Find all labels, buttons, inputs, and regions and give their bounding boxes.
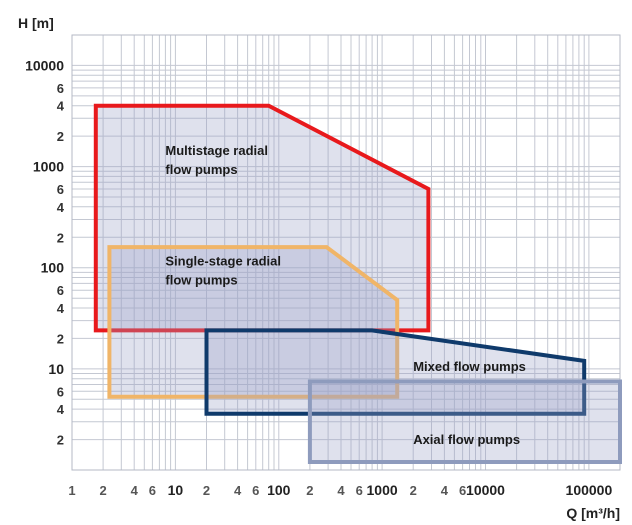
y-tick-label: 4: [57, 200, 65, 215]
y-tick-label: 4: [57, 402, 65, 417]
y-tick-label: 1000: [33, 159, 64, 175]
y-tick-label: 2: [57, 129, 64, 144]
region-single-stage-radial-flow-pumps: [107, 245, 400, 399]
x-tick-label: 1000: [367, 482, 398, 498]
x-tick-label: 4: [234, 483, 242, 498]
y-axis-label: H [m]: [18, 15, 54, 31]
x-tick-label: 2: [99, 483, 106, 498]
x-tick-label: 6: [149, 483, 156, 498]
x-tick-label: 6: [459, 483, 466, 498]
region-label-axial-flow-pumps: Axial flow pumps: [413, 432, 520, 447]
region-mixed-flow-pumps: [204, 328, 587, 416]
y-tick-label: 6: [57, 384, 64, 399]
y-tick-label: 10: [48, 361, 64, 377]
region-label-single-stage-radial-flow-pumps: flow pumps: [165, 273, 237, 288]
y-tick-label: 2: [57, 230, 64, 245]
y-tick-label: 4: [57, 99, 65, 114]
x-tick-label: 4: [131, 483, 139, 498]
y-tick-label: 6: [57, 182, 64, 197]
region-multistage-radial-flow-pumps: [93, 103, 431, 333]
region-label-single-stage-radial-flow-pumps: Single-stage radial: [165, 254, 281, 269]
y-tick-label: 2: [57, 433, 64, 448]
x-tick-label: 10000: [466, 482, 505, 498]
plot-frame: [71, 34, 621, 471]
x-tick-label: 1: [68, 483, 75, 498]
pump-regions: Multistage radial flow pumps Single-stage …: [93, 103, 622, 464]
region-label-multistage-radial-flow-pumps: Multistage radial: [165, 143, 268, 158]
x-tick-label: 4: [441, 483, 449, 498]
x-tick-label: 4: [337, 483, 345, 498]
x-tick-label: 2: [306, 483, 313, 498]
x-tick-label: 100000: [566, 482, 613, 498]
y-tick-label: 100: [41, 260, 65, 276]
axis-ticks: 1 2 4 6 10 2 4 6 100 2 4 6 1000 2 4 6 10000 1000002461024…: [25, 57, 612, 498]
x-axis-label: Q [m³/h]: [566, 505, 620, 521]
y-tick-label: 4: [57, 301, 65, 316]
region-label-multistage-radial-flow-pumps: flow pumps: [165, 162, 237, 177]
y-tick-label: 6: [57, 81, 64, 96]
region-label-mixed-flow-pumps: Mixed flow pumps: [413, 359, 526, 374]
x-tick-label: 6: [356, 483, 363, 498]
region-axial-flow-pumps: [307, 379, 622, 464]
x-tick-label: 10: [168, 482, 184, 498]
y-tick-label: 2: [57, 331, 64, 346]
x-tick-label: 2: [203, 483, 210, 498]
x-tick-label: 2: [410, 483, 417, 498]
x-tick-label: 6: [252, 483, 259, 498]
y-tick-label: 10000: [25, 57, 64, 73]
y-tick-label: 6: [57, 283, 64, 298]
x-tick-label: 100: [267, 482, 291, 498]
